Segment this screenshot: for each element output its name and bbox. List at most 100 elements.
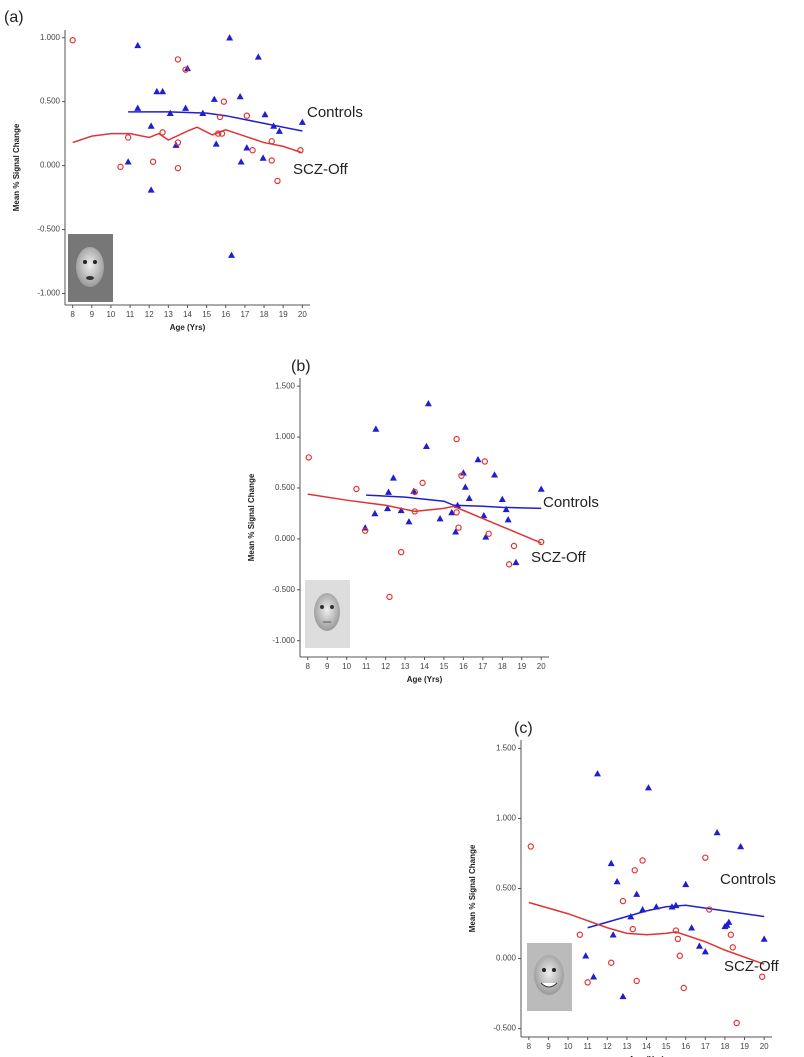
- point: [259, 154, 267, 161]
- point: [159, 87, 167, 95]
- point: [459, 469, 467, 476]
- point: [639, 857, 646, 864]
- point: [608, 959, 615, 966]
- point: [124, 134, 132, 141]
- point: [453, 509, 460, 516]
- x-tick-label: 11: [362, 662, 371, 671]
- x-tick-label: 14: [420, 662, 429, 671]
- y-tick-label: 1.500: [496, 744, 517, 753]
- point: [727, 931, 735, 938]
- point: [713, 828, 721, 836]
- point: [69, 37, 76, 44]
- x-tick-label: 10: [342, 662, 351, 671]
- point: [361, 527, 369, 534]
- x-tick-label: 19: [279, 310, 288, 319]
- x-tick-label: 14: [183, 310, 192, 319]
- point: [386, 593, 393, 601]
- point: [274, 177, 281, 185]
- point: [134, 104, 142, 111]
- x-tick-label: 13: [164, 310, 173, 319]
- point: [619, 992, 627, 1000]
- point: [702, 854, 709, 861]
- fit-line: [366, 494, 542, 510]
- panel-label: (b): [291, 358, 311, 375]
- point: [174, 164, 182, 172]
- point: [212, 140, 220, 147]
- x-tick-label: 9: [90, 310, 95, 319]
- x-tick-label: 16: [459, 662, 468, 671]
- point: [629, 925, 636, 933]
- x-tick-label: 14: [642, 1042, 651, 1051]
- point: [411, 488, 418, 496]
- point: [236, 93, 244, 100]
- point: [680, 984, 687, 992]
- y-tick-label: -0.500: [272, 585, 295, 594]
- x-tick-label: 17: [701, 1042, 710, 1051]
- point: [424, 399, 432, 407]
- face-image: [305, 580, 350, 648]
- fit-line: [128, 111, 303, 132]
- point: [452, 528, 460, 535]
- series-label: SCZ-Off: [724, 958, 780, 975]
- face-image: [68, 234, 113, 302]
- point: [422, 442, 430, 450]
- point: [485, 530, 492, 537]
- point: [237, 158, 245, 165]
- point: [174, 139, 182, 146]
- point: [397, 506, 405, 514]
- point: [688, 924, 696, 931]
- point: [725, 918, 733, 925]
- y-axis-label: Mean % Signal Change: [12, 123, 21, 211]
- point: [397, 548, 405, 556]
- x-axis-label: Age (Yrs): [629, 1055, 665, 1057]
- fit-line: [528, 901, 765, 965]
- point: [633, 977, 640, 985]
- y-axis-label: Mean % Signal Change: [247, 473, 256, 561]
- point: [512, 558, 520, 566]
- point: [505, 561, 513, 568]
- point: [758, 973, 766, 980]
- point: [384, 504, 392, 512]
- point: [448, 508, 456, 516]
- point: [147, 122, 155, 129]
- point: [147, 186, 155, 193]
- y-tick-label: -1.000: [37, 289, 60, 298]
- point: [117, 163, 124, 171]
- point: [480, 511, 488, 519]
- point: [682, 880, 690, 888]
- point: [149, 158, 157, 165]
- point: [220, 98, 228, 105]
- x-tick-label: 18: [720, 1042, 729, 1051]
- x-tick-label: 17: [478, 662, 487, 671]
- point: [706, 906, 713, 913]
- point: [268, 157, 275, 164]
- point: [733, 1019, 740, 1027]
- point: [305, 454, 312, 461]
- x-tick-label: 20: [760, 1042, 769, 1051]
- point: [504, 516, 512, 523]
- point: [672, 901, 680, 909]
- point: [385, 488, 393, 495]
- point: [226, 34, 234, 41]
- panel-label: (c): [514, 720, 533, 737]
- y-tick-label: 0.500: [275, 483, 296, 492]
- point: [474, 455, 482, 463]
- y-tick-label: 0.500: [496, 884, 517, 893]
- series-label: Controls: [720, 871, 776, 888]
- y-tick-label: 0.000: [496, 954, 517, 963]
- point: [498, 495, 506, 502]
- point: [353, 485, 360, 493]
- point: [644, 784, 652, 791]
- y-tick-label: 1.500: [275, 381, 296, 390]
- point: [371, 509, 379, 517]
- face-image: [527, 943, 572, 1011]
- y-tick-label: 0.000: [275, 534, 296, 543]
- x-tick-label: 15: [662, 1042, 671, 1051]
- point: [453, 435, 460, 443]
- point: [465, 494, 473, 501]
- point: [134, 41, 142, 49]
- point: [455, 524, 462, 531]
- point: [482, 533, 490, 540]
- point: [721, 922, 729, 930]
- x-axis-label: Age (Yrs): [170, 323, 206, 332]
